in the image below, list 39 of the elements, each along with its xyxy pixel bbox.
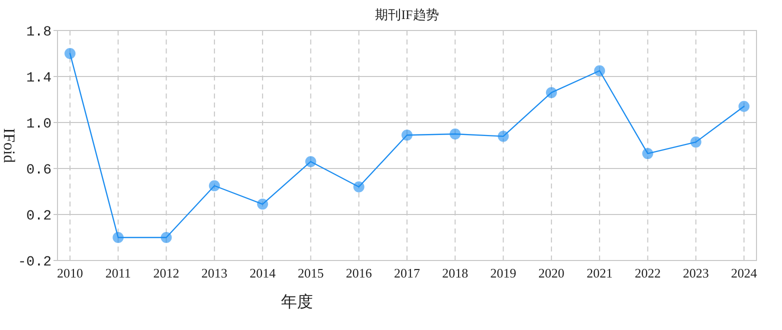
x-tick-label: 2020 xyxy=(538,266,564,280)
x-tick-label: 2015 xyxy=(298,266,324,280)
point xyxy=(160,232,172,243)
x-axis-title: 年度 xyxy=(281,293,313,311)
x-tick-label: 2012 xyxy=(153,266,180,280)
x-tick-label: 2022 xyxy=(634,266,661,280)
x-tick-label: 2018 xyxy=(442,266,468,280)
x-tick-label: 2010 xyxy=(57,266,83,280)
x-tick-label: 2021 xyxy=(586,266,613,280)
point xyxy=(546,87,557,98)
chart-title: 期刊IF趋势 xyxy=(375,7,439,22)
x-tick-label: 2023 xyxy=(682,266,709,280)
point xyxy=(305,156,316,168)
x-tick-label: 2013 xyxy=(201,266,228,280)
point xyxy=(594,65,606,76)
point xyxy=(450,128,461,140)
point xyxy=(353,181,364,192)
point xyxy=(208,180,220,192)
y-tick-label: -0.2 xyxy=(18,254,52,270)
point xyxy=(402,130,412,141)
point xyxy=(738,100,750,112)
x-tick-label: 2014 xyxy=(250,266,276,280)
y-tick-label: 1.0 xyxy=(26,116,52,132)
x-tick-label: 2017 xyxy=(394,266,420,280)
x-tick-label: 2011 xyxy=(105,266,131,280)
y-tick-label: 0.2 xyxy=(26,208,52,224)
x-tick-label: 2019 xyxy=(490,266,516,280)
y-tick-label: 1.4 xyxy=(26,70,52,86)
y-axis-title: IFoid xyxy=(0,128,17,163)
y-tick-label: 0.6 xyxy=(26,162,52,178)
point xyxy=(690,136,702,148)
point xyxy=(64,48,76,59)
point xyxy=(642,148,654,160)
point xyxy=(112,232,124,243)
y-tick-label: 1.8 xyxy=(26,24,52,40)
x-tick-label: 2024 xyxy=(731,266,758,280)
point xyxy=(498,130,509,142)
x-tick-label: 2016 xyxy=(346,266,372,280)
point xyxy=(257,198,268,210)
